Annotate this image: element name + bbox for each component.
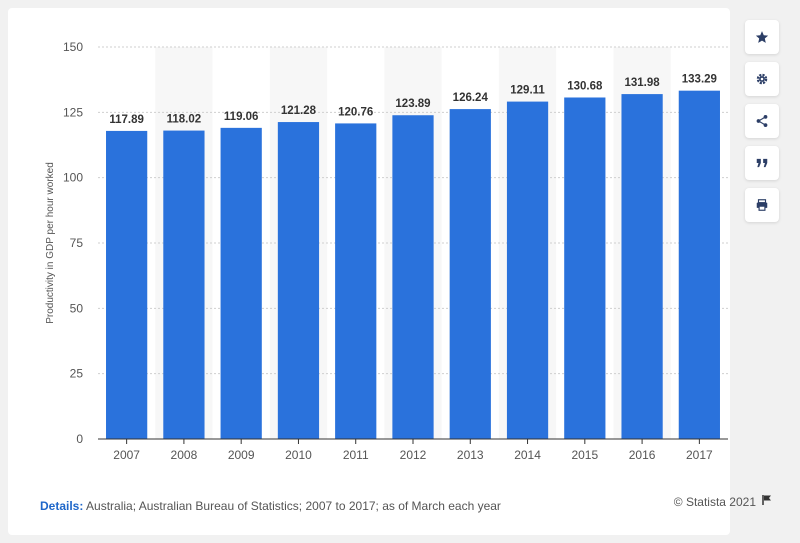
x-tick-label: 2013 <box>457 448 484 462</box>
x-tick-label: 2012 <box>400 448 427 462</box>
data-label: 130.68 <box>567 80 603 92</box>
bar[interactable] <box>278 122 319 439</box>
chart-toolbar <box>745 20 781 230</box>
y-tick-label: 50 <box>70 301 84 315</box>
data-label: 123.89 <box>395 98 430 110</box>
flag-icon <box>761 494 773 509</box>
print-button[interactable] <box>745 188 779 222</box>
bar[interactable] <box>392 115 433 439</box>
y-tick-label: 75 <box>70 236 84 250</box>
data-label: 133.29 <box>682 74 717 86</box>
x-tick-label: 2008 <box>171 448 198 462</box>
share-icon <box>755 114 769 128</box>
x-tick-label: 2011 <box>343 448 369 462</box>
y-tick-label: 150 <box>63 40 83 54</box>
y-tick-label: 0 <box>76 432 83 446</box>
data-label: 129.11 <box>510 85 545 97</box>
gear-icon <box>755 72 769 86</box>
chart-details: Details: Australia; Australian Bureau of… <box>40 499 501 513</box>
data-label: 126.24 <box>453 92 489 104</box>
y-tick-label: 100 <box>63 171 83 185</box>
statista-credit[interactable]: © Statista 2021 <box>674 494 773 509</box>
favorite-button[interactable] <box>745 20 779 54</box>
y-axis-title: Productivity in GDP per hour worked <box>45 162 56 324</box>
bar[interactable] <box>163 131 204 439</box>
details-text: Australia; Australian Bureau of Statisti… <box>86 499 501 513</box>
x-tick-label: 2009 <box>228 448 255 462</box>
x-tick-label: 2014 <box>514 448 541 462</box>
y-tick-label: 125 <box>63 105 83 119</box>
data-label: 120.76 <box>338 106 373 118</box>
x-tick-label: 2010 <box>285 448 312 462</box>
x-tick-label: 2015 <box>571 448 598 462</box>
bar[interactable] <box>335 123 376 439</box>
data-label: 119.06 <box>224 111 259 123</box>
bar[interactable] <box>679 91 720 439</box>
x-tick-label: 2017 <box>686 448 713 462</box>
share-button[interactable] <box>745 104 779 138</box>
x-tick-label: 2016 <box>629 448 656 462</box>
print-icon <box>755 198 769 212</box>
cite-button[interactable] <box>745 146 779 180</box>
data-label: 118.02 <box>167 114 202 126</box>
bar[interactable] <box>221 128 262 439</box>
data-label: 121.28 <box>281 105 317 117</box>
x-tick-label: 2007 <box>113 448 140 462</box>
bar[interactable] <box>106 131 147 439</box>
y-tick-label: 25 <box>70 367 84 381</box>
data-label: 131.98 <box>624 77 660 89</box>
settings-button[interactable] <box>745 62 779 96</box>
bar[interactable] <box>621 94 662 439</box>
bar[interactable] <box>450 109 491 439</box>
details-label[interactable]: Details: <box>40 499 83 513</box>
quote-icon <box>755 156 769 170</box>
data-label: 117.89 <box>109 114 144 126</box>
credit-text: © Statista 2021 <box>674 495 756 509</box>
bar[interactable] <box>564 97 605 439</box>
bar[interactable] <box>507 102 548 439</box>
star-icon <box>755 30 769 44</box>
bar-chart: 0 25 50 75 100 125 150 117.89 2007 118.02 2008 119.… <box>0 0 740 480</box>
